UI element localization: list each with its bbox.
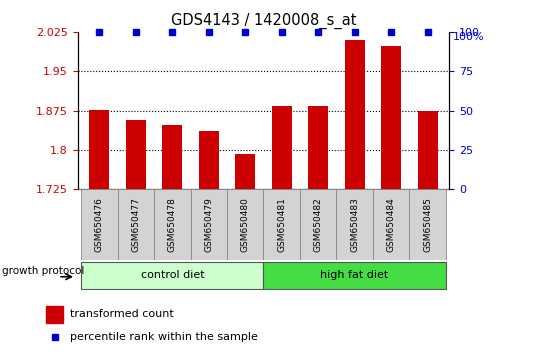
Bar bbox=[381, 46, 401, 189]
Bar bbox=[89, 110, 110, 189]
Bar bbox=[417, 110, 438, 189]
Text: growth protocol: growth protocol bbox=[2, 266, 84, 276]
Bar bbox=[46, 306, 63, 323]
Text: GSM650481: GSM650481 bbox=[277, 197, 286, 252]
Text: GSM650479: GSM650479 bbox=[204, 197, 213, 252]
Text: GSM650484: GSM650484 bbox=[387, 198, 395, 252]
Bar bbox=[264, 262, 446, 289]
Bar bbox=[227, 189, 264, 260]
Text: high fat diet: high fat diet bbox=[320, 270, 389, 280]
Text: control diet: control diet bbox=[141, 270, 204, 280]
Text: GSM650476: GSM650476 bbox=[95, 197, 104, 252]
Bar bbox=[300, 189, 337, 260]
Text: GSM650482: GSM650482 bbox=[314, 198, 323, 252]
Bar bbox=[154, 189, 190, 260]
Bar bbox=[126, 120, 146, 189]
Bar bbox=[118, 189, 154, 260]
Text: GSM650483: GSM650483 bbox=[350, 197, 359, 252]
Bar bbox=[162, 125, 182, 189]
Bar bbox=[345, 40, 365, 189]
Text: GSM650477: GSM650477 bbox=[132, 197, 140, 252]
Text: transformed count: transformed count bbox=[70, 309, 173, 319]
Text: GSM650480: GSM650480 bbox=[241, 197, 250, 252]
Text: 100%: 100% bbox=[453, 32, 485, 42]
Bar bbox=[308, 106, 328, 189]
Bar bbox=[373, 189, 409, 260]
Text: GSM650485: GSM650485 bbox=[423, 197, 432, 252]
Bar bbox=[81, 189, 118, 260]
Title: GDS4143 / 1420008_s_at: GDS4143 / 1420008_s_at bbox=[171, 13, 356, 29]
Bar bbox=[199, 131, 219, 189]
Bar bbox=[337, 189, 373, 260]
Text: GSM650478: GSM650478 bbox=[168, 197, 177, 252]
Bar bbox=[264, 189, 300, 260]
Bar bbox=[190, 189, 227, 260]
Bar bbox=[81, 262, 264, 289]
Bar bbox=[235, 154, 255, 189]
Text: percentile rank within the sample: percentile rank within the sample bbox=[70, 332, 258, 342]
Bar bbox=[409, 189, 446, 260]
Bar bbox=[272, 106, 292, 189]
